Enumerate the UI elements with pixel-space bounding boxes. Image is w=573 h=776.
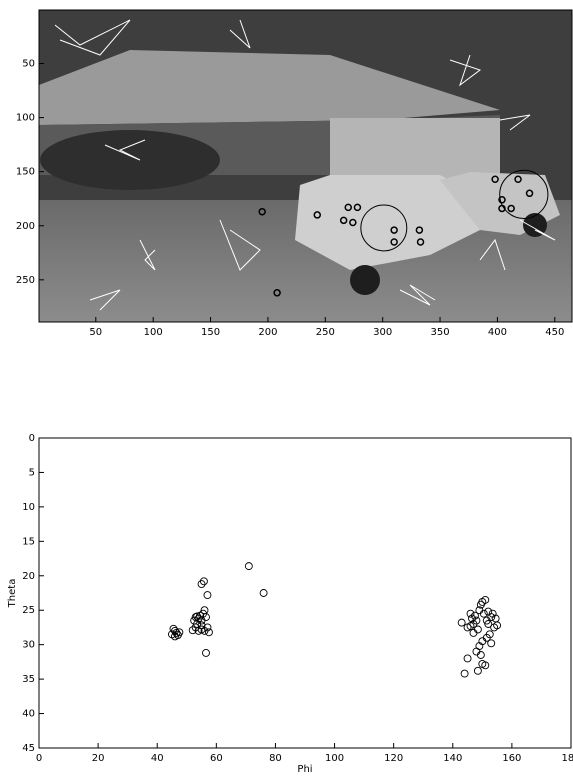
feature-point xyxy=(416,238,425,246)
point xyxy=(457,618,466,627)
point xyxy=(199,577,208,586)
point xyxy=(468,614,476,623)
point xyxy=(244,562,253,571)
point xyxy=(487,639,496,648)
point xyxy=(191,623,200,632)
point xyxy=(175,628,184,637)
y-tick-label: 0 xyxy=(29,433,35,444)
y-tick-label: 15 xyxy=(22,536,35,547)
point xyxy=(466,622,475,631)
x-tick-label: 100 xyxy=(144,327,163,338)
x-tick-label: 160 xyxy=(502,753,521,764)
feature-point xyxy=(349,218,357,227)
point xyxy=(481,595,490,604)
x-tick-label: 40 xyxy=(151,753,164,764)
x-tick-label: 180 xyxy=(561,753,573,764)
y-tick-label: 40 xyxy=(22,709,35,720)
y-tick-label: 200 xyxy=(16,221,35,232)
point xyxy=(484,607,493,616)
x-tick-label: 20 xyxy=(92,753,105,764)
x-tick-label: 150 xyxy=(201,327,220,338)
point xyxy=(484,620,493,628)
feature-point xyxy=(390,226,398,234)
x-axis-label: Phi xyxy=(297,764,312,775)
x-tick-label: 50 xyxy=(89,327,102,338)
point xyxy=(259,589,268,597)
point xyxy=(463,654,472,663)
point xyxy=(197,580,206,588)
x-tick-label: 250 xyxy=(316,327,335,338)
plot-frame xyxy=(38,437,572,749)
y-tick-label: 30 xyxy=(22,640,35,651)
point xyxy=(473,666,482,675)
point xyxy=(466,609,475,618)
x-tick-label: 80 xyxy=(269,753,282,764)
x-tick-label: 350 xyxy=(430,327,449,338)
x-tick-label: 140 xyxy=(443,753,462,764)
region-circle xyxy=(499,169,549,219)
point xyxy=(469,629,478,637)
feature-point xyxy=(390,238,398,246)
feature-point xyxy=(273,289,281,297)
x-tick-label: 200 xyxy=(258,327,277,338)
point xyxy=(172,629,181,637)
feature-point xyxy=(258,207,266,216)
y-tick-label: 100 xyxy=(16,113,35,124)
feature-point xyxy=(313,211,322,219)
point xyxy=(493,621,502,630)
point xyxy=(193,612,202,621)
point xyxy=(460,669,469,678)
feature-point xyxy=(498,196,506,204)
feature-point xyxy=(514,175,522,183)
x-tick-label: 120 xyxy=(384,753,403,764)
feature-point xyxy=(339,216,348,225)
y-tick-label: 20 xyxy=(22,571,35,582)
y-tick-label: 150 xyxy=(16,167,35,178)
feature-point xyxy=(353,203,362,212)
feature-point xyxy=(491,175,499,183)
feature-point xyxy=(507,204,515,213)
feature-point xyxy=(525,189,534,198)
feature-point xyxy=(498,204,506,213)
feature-point xyxy=(415,226,424,234)
y-tick-label: 10 xyxy=(22,502,35,513)
y-axis-label: Theta xyxy=(7,579,18,609)
x-tick-label: 450 xyxy=(545,327,564,338)
point xyxy=(479,609,488,618)
region-circle xyxy=(360,204,408,252)
point xyxy=(204,628,213,637)
point xyxy=(202,613,210,622)
y-tick-label: 45 xyxy=(22,743,35,754)
y-tick-label: 50 xyxy=(22,59,35,70)
point xyxy=(202,648,210,657)
point xyxy=(203,591,212,600)
point xyxy=(188,626,197,635)
x-tick-label: 0 xyxy=(36,753,42,764)
x-tick-label: 400 xyxy=(488,327,507,338)
x-tick-label: 100 xyxy=(325,753,344,764)
point xyxy=(472,647,481,656)
point xyxy=(476,651,485,659)
point xyxy=(482,633,491,642)
photo xyxy=(39,10,572,322)
point xyxy=(171,626,179,635)
point xyxy=(481,661,490,670)
point xyxy=(472,616,481,625)
x-tick-label: 300 xyxy=(373,327,392,338)
y-tick-label: 250 xyxy=(16,275,35,286)
y-tick-label: 5 xyxy=(29,467,35,478)
point xyxy=(470,611,479,620)
x-tick-label: 60 xyxy=(210,753,223,764)
y-tick-label: 35 xyxy=(22,674,35,685)
point xyxy=(169,624,178,633)
feature-point xyxy=(344,203,352,212)
image-frame xyxy=(38,9,573,323)
point xyxy=(197,625,206,634)
y-tick-label: 25 xyxy=(22,605,35,616)
point xyxy=(473,625,482,634)
